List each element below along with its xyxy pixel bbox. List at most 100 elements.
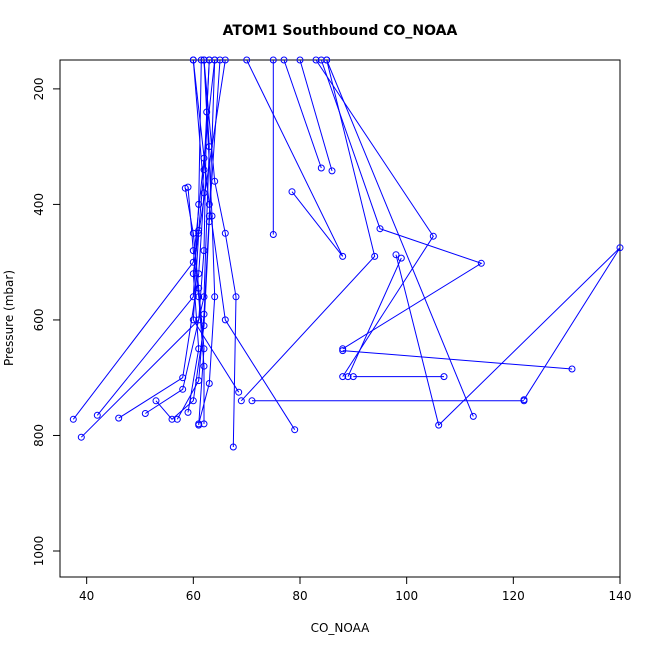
data-point (141, 410, 149, 417)
data-point (349, 373, 357, 381)
series-7 (152, 56, 219, 423)
data-point (200, 420, 208, 428)
series-23 (349, 373, 448, 381)
data-point (152, 397, 160, 405)
data-point (232, 293, 240, 301)
data-point (376, 225, 384, 233)
data-point (328, 167, 336, 175)
data-point (371, 252, 379, 260)
data-point (195, 293, 203, 301)
y-tick-label: 1000 (32, 536, 46, 567)
y-axis-title: Pressure (mbar) (2, 270, 16, 366)
data-point (211, 177, 219, 185)
series-6 (141, 56, 213, 417)
series-27 (323, 56, 477, 420)
data-point (189, 397, 197, 405)
chart-title: ATOM1 Southbound CO_NOAA (223, 23, 458, 39)
series-line (246, 59, 344, 257)
x-tick-label: 100 (395, 589, 418, 603)
data-point (243, 56, 251, 64)
data-point (288, 188, 296, 196)
data-point (440, 373, 448, 381)
data-point (184, 183, 192, 191)
data-point (77, 433, 85, 441)
series-line (326, 59, 474, 417)
x-tick-label: 120 (502, 589, 525, 603)
data-point (339, 252, 347, 260)
x-tick-label: 40 (79, 589, 94, 603)
data-point (115, 414, 123, 422)
data-point (221, 229, 229, 237)
data-point (200, 293, 208, 301)
y-tick-label: 800 (32, 424, 46, 447)
series-line (187, 187, 205, 424)
series-26 (344, 254, 405, 381)
data-point (235, 388, 243, 396)
series-18 (243, 56, 347, 260)
series-line (342, 350, 573, 370)
data-point (211, 293, 219, 301)
series-17 (189, 56, 299, 434)
data-point (237, 397, 245, 405)
series-line (96, 59, 202, 416)
data-point (296, 56, 304, 64)
data-point (208, 212, 216, 220)
data-point (229, 443, 237, 451)
series-14 (189, 56, 243, 396)
data-point (216, 56, 224, 64)
data-point (205, 56, 213, 64)
series-line (192, 59, 240, 393)
data-point (221, 56, 229, 64)
series-16 (269, 56, 277, 238)
series-19 (280, 56, 325, 172)
data-point (189, 316, 197, 324)
data-point (477, 259, 485, 267)
data-point (205, 200, 213, 208)
data-point (269, 56, 277, 64)
data-point (344, 373, 352, 381)
series-24 (339, 347, 576, 373)
series-10 (184, 183, 208, 428)
data-point (221, 316, 229, 324)
series-line (347, 257, 402, 377)
series-line (80, 59, 210, 438)
data-point (280, 56, 288, 64)
data-point (205, 380, 213, 387)
y-tick-label: 600 (32, 308, 46, 331)
data-point (195, 229, 203, 237)
data-point (211, 56, 219, 64)
data-point (168, 415, 176, 423)
series-line (203, 59, 237, 448)
data-point (317, 164, 325, 172)
y-tick-label: 400 (32, 193, 46, 216)
data-point (93, 411, 101, 419)
data-point (248, 397, 256, 405)
series-line (118, 59, 205, 419)
data-point (200, 345, 208, 353)
series-20 (296, 56, 336, 175)
data-point (568, 365, 576, 373)
series-5 (115, 56, 208, 422)
data-point (189, 293, 197, 301)
data-point (397, 254, 405, 262)
data-point (173, 415, 181, 423)
x-tick-label: 140 (609, 589, 632, 603)
data-point (179, 385, 187, 393)
data-point (200, 166, 208, 174)
plot-frame (59, 59, 621, 578)
x-axis: 40 60 80 100 120 140 (79, 577, 631, 603)
series-line (299, 59, 333, 172)
data-point (189, 247, 197, 255)
data-point (184, 408, 192, 416)
series-12 (200, 56, 240, 451)
data-point (312, 56, 320, 64)
data-point (339, 373, 347, 381)
data-point (269, 231, 277, 238)
series-3 (77, 56, 213, 441)
data-point (195, 200, 203, 208)
series-22 (312, 56, 437, 381)
data-point (323, 56, 331, 64)
x-tick-label: 60 (186, 589, 201, 603)
series-line (155, 59, 216, 421)
